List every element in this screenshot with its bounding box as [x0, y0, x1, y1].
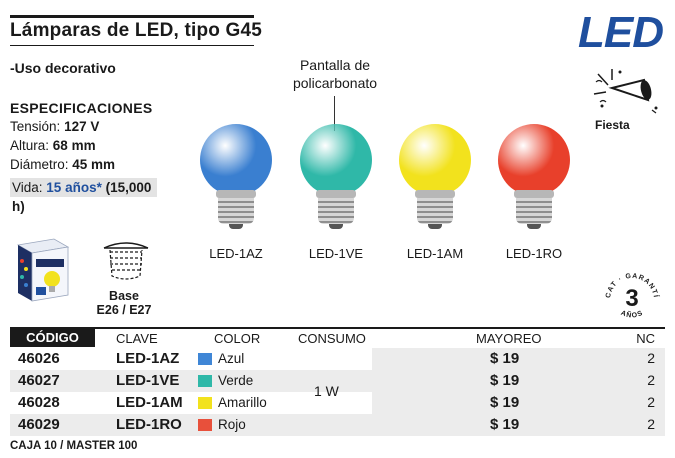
- base-label: Base E26 / E27: [94, 289, 154, 317]
- usage-subtitle: -Uso decorativo: [10, 60, 116, 76]
- packaging-note: CAJA 10 / MASTER 100: [10, 440, 138, 452]
- row-nc: 2: [647, 372, 655, 388]
- color-swatch: [198, 353, 212, 365]
- row-key: LED-1AM: [116, 394, 183, 411]
- specs-heading: ESPECIFICACIONES: [10, 100, 153, 116]
- row-code: 46028: [18, 394, 60, 411]
- warranty-number: 3: [625, 285, 638, 312]
- header-clave: CLAVE: [116, 331, 158, 346]
- bulb-label: LED-1VE: [308, 246, 364, 261]
- bulb-image: [399, 124, 471, 229]
- bulb-tip: [329, 224, 343, 229]
- row-key: LED-1VE: [116, 372, 180, 389]
- bulb-neck: [316, 190, 356, 198]
- row-price: $ 19: [490, 350, 520, 367]
- spec-tension: Tensión: 127 V: [10, 119, 99, 134]
- lamp-base-icon: [103, 242, 149, 280]
- row-code: 46026: [18, 350, 60, 367]
- callout-pointer: [334, 96, 335, 131]
- spec-diametro: Diámetro: 45 mm: [10, 157, 115, 172]
- row-nc: 2: [647, 394, 655, 410]
- header-color: COLOR: [214, 331, 261, 346]
- base-label-line2: E26 / E27: [96, 303, 152, 317]
- bulb-image: [498, 124, 570, 229]
- page-title: Lámparas de LED, tipo G45: [10, 20, 263, 41]
- bulb-globe: [200, 124, 272, 196]
- spec-tension-label: Tensión:: [10, 119, 61, 134]
- brand-logo: LED: [578, 8, 664, 57]
- svg-text:AÑOS: AÑOS: [620, 310, 645, 320]
- bulb-neck: [216, 190, 256, 198]
- callout-text: Pantalla de policarbonato: [280, 56, 390, 92]
- table-header: CÓDIGO CLAVE COLOR CONSUMO MAYOREO NC: [10, 327, 665, 349]
- row-price: $ 19: [490, 394, 520, 411]
- bulb-tip: [428, 224, 442, 229]
- row-price: $ 19: [490, 416, 520, 433]
- row-color: Rojo: [218, 417, 246, 432]
- bulb-label: LED-1AZ: [209, 246, 263, 261]
- title-underline: [10, 45, 254, 46]
- spec-tension-value: 127 V: [64, 119, 100, 134]
- spec-vida-label: Vida:: [12, 180, 43, 195]
- bulb-screw: [516, 198, 552, 224]
- row-code: 46027: [18, 372, 60, 389]
- table-row: 46029 LED-1RO Rojo 2 $ 19: [10, 414, 665, 436]
- row-color: Azul: [218, 351, 245, 366]
- bulb-label: LED-1RO: [505, 246, 563, 261]
- row-code: 46029: [18, 416, 60, 433]
- table-row: 46027 LED-1VE Verde 2 $ 19: [10, 370, 665, 392]
- bulb-screw: [318, 198, 354, 224]
- bulb-label: LED-1AM: [406, 246, 464, 261]
- bulb-image: [300, 124, 372, 229]
- bulb-image: [200, 124, 272, 229]
- warranty-seal-icon: CCAT · GARANTÍA 3 AÑOS: [602, 268, 660, 320]
- row-nc: 2: [647, 416, 655, 432]
- callout-line1: Pantalla de: [299, 57, 371, 73]
- package-box-image: [16, 238, 70, 302]
- spec-altura-value: 68 mm: [52, 138, 96, 153]
- party-horn-icon: [593, 69, 658, 114]
- row-color: Verde: [218, 373, 254, 388]
- color-swatch: [198, 375, 212, 387]
- header-mayoreo: MAYOREO: [476, 331, 542, 346]
- table-row: 46028 LED-1AM Amarillo 2 $ 19: [10, 392, 665, 414]
- header-nc: NC: [636, 331, 655, 346]
- row-price: $ 19: [490, 372, 520, 389]
- row-key: LED-1AZ: [116, 350, 180, 367]
- spec-altura: Altura: 68 mm: [10, 138, 96, 153]
- row-nc: 2: [647, 350, 655, 366]
- color-swatch: [198, 397, 212, 409]
- header-consumo: CONSUMO: [298, 331, 366, 346]
- bulb-tip: [229, 224, 243, 229]
- spec-vida-hours: (15,000 h): [12, 180, 152, 214]
- spec-vida-value: 15 años*: [46, 180, 102, 195]
- bulb-neck: [415, 190, 455, 198]
- fiesta-label: Fiesta: [595, 118, 630, 132]
- color-swatch: [198, 419, 212, 431]
- bulb-globe: [399, 124, 471, 196]
- base-label-line1: Base: [109, 289, 139, 303]
- row-color: Amarillo: [218, 395, 267, 410]
- row-key: LED-1RO: [116, 416, 182, 433]
- bulb-globe: [498, 124, 570, 196]
- spec-diametro-value: 45 mm: [72, 157, 116, 172]
- header-codigo: CÓDIGO: [10, 329, 95, 347]
- spec-altura-label: Altura:: [10, 138, 50, 153]
- table-row: 46026 LED-1AZ Azul 2 $ 19: [10, 348, 665, 370]
- callout-line2: policarbonato: [292, 75, 378, 91]
- spec-vida: Vida: 15 años* (15,000 h): [10, 178, 157, 214]
- warranty-bottom-text: AÑOS: [620, 310, 644, 320]
- bulb-screw: [417, 198, 453, 224]
- bulb-screw: [218, 198, 254, 224]
- bulb-globe: [300, 124, 372, 196]
- title-rule: [10, 15, 254, 18]
- spec-diametro-label: Diámetro:: [10, 157, 69, 172]
- consumo-value: 1 W: [314, 383, 339, 399]
- bulb-tip: [527, 224, 541, 229]
- bulb-neck: [514, 190, 554, 198]
